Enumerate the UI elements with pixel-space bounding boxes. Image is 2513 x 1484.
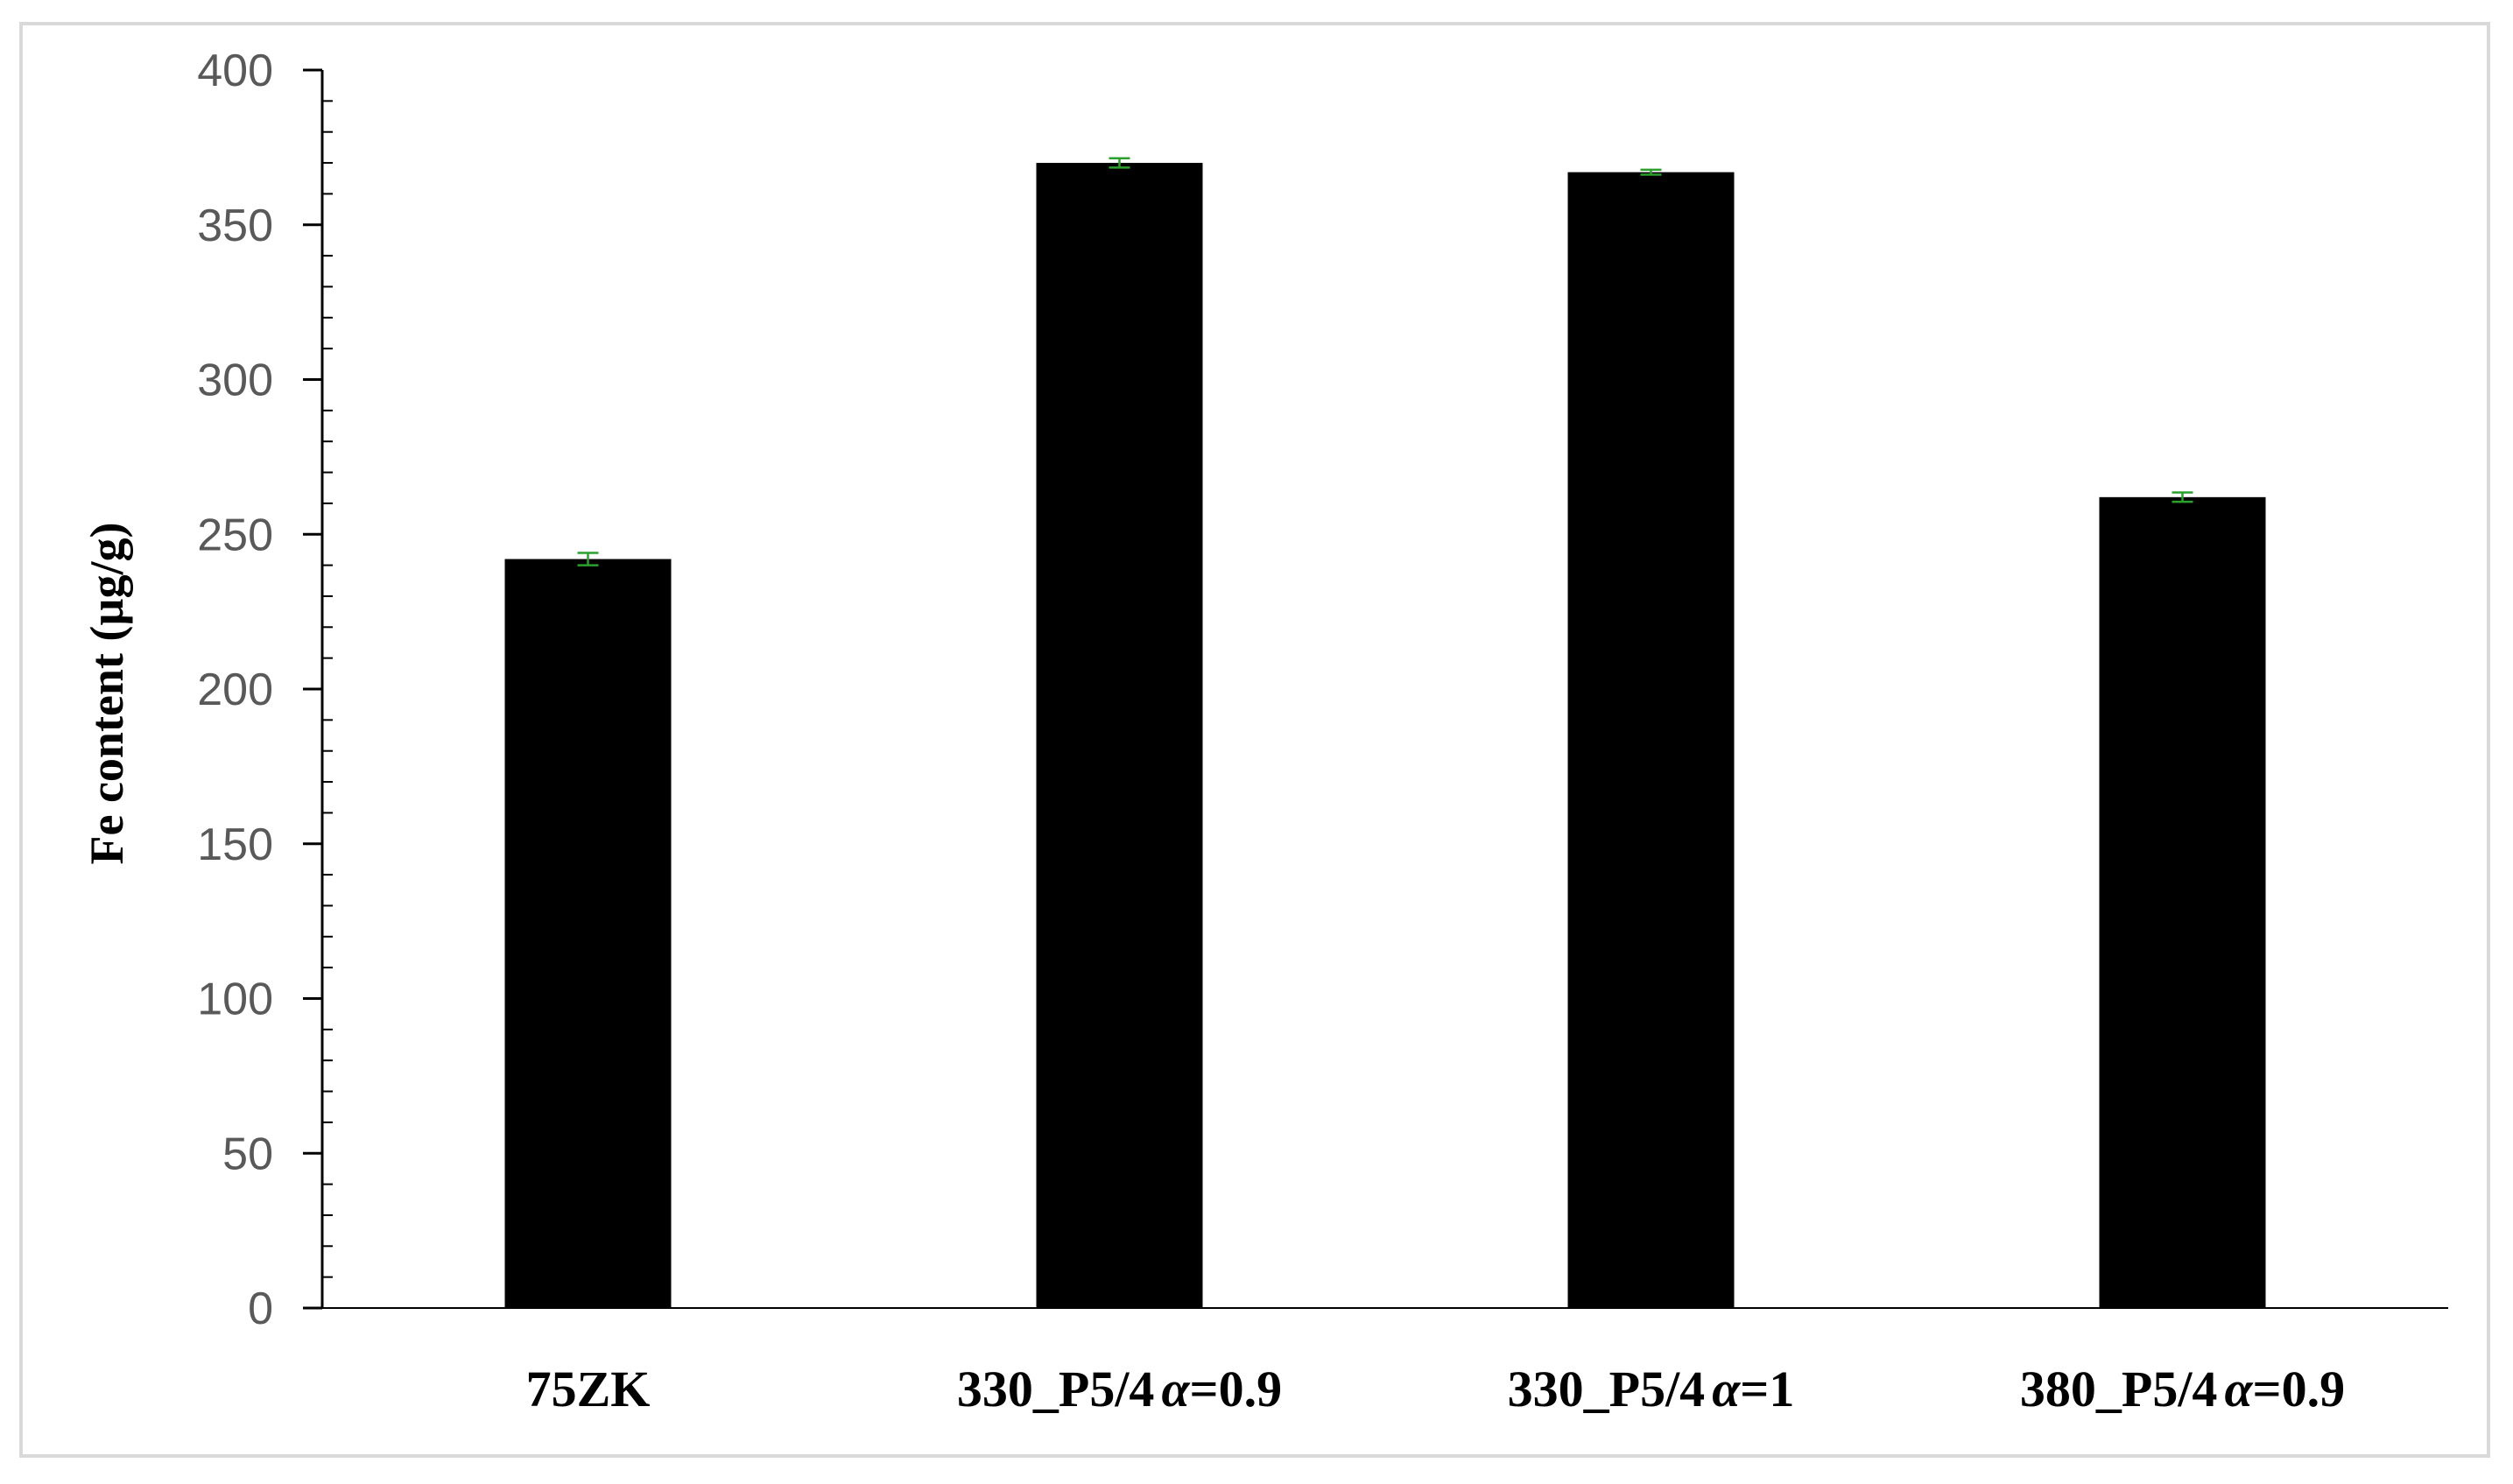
x-category-label: 380_P5/4 α=0.9 xyxy=(2020,1361,2345,1417)
y-tick-label: 300 xyxy=(197,355,273,406)
y-tick-label: 150 xyxy=(197,819,273,870)
bar xyxy=(1567,172,1735,1308)
y-tick-label: 100 xyxy=(197,974,273,1025)
y-tick-label: 200 xyxy=(197,665,273,715)
y-tick-label: 50 xyxy=(222,1129,273,1179)
bars xyxy=(504,163,2266,1308)
y-axis-title: Fe content (µg/g) xyxy=(81,523,133,865)
x-category-label: 75ZK xyxy=(526,1361,651,1417)
bar xyxy=(1036,163,1203,1308)
bar xyxy=(504,559,672,1308)
category-labels: 75ZK 330_P5/4 α=0.9 330_P5/4 α=1 380_P5/4 α=0.… xyxy=(526,1361,2346,1417)
y-tick-label: 350 xyxy=(197,200,273,251)
x-category-label: 330_P5/4 α=1 xyxy=(1508,1361,1795,1417)
y-tick-label: 400 xyxy=(197,46,273,96)
error-bars xyxy=(577,157,2193,566)
chart-frame xyxy=(19,22,2490,1458)
y-tick-label: 250 xyxy=(197,510,273,560)
y-axis: 0 50 100 150 200 250 300 350 400 xyxy=(197,46,333,1334)
bar xyxy=(2099,496,2266,1308)
x-category-label: 330_P5/4 α=0.9 xyxy=(957,1361,1282,1417)
y-tick-label: 0 xyxy=(248,1284,273,1334)
